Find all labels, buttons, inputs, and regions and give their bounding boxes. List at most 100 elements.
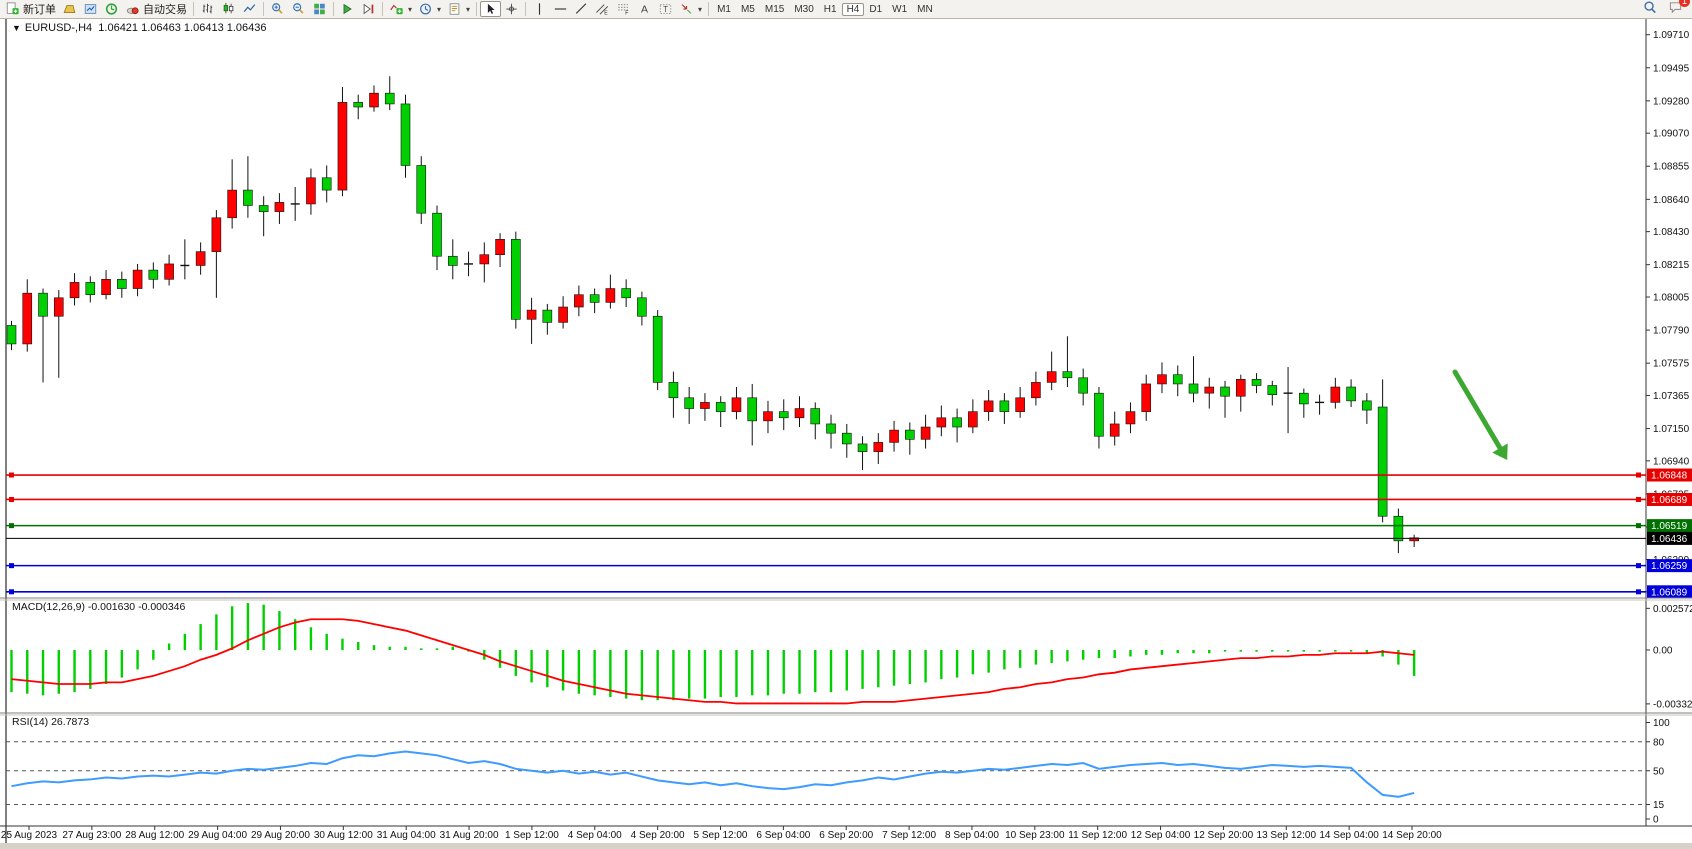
text-icon: A: [637, 2, 652, 16]
horizontal-line-button[interactable]: [550, 1, 571, 17]
date-axis-label: 27 Aug 23:00: [62, 830, 121, 841]
price-axis-label: 1.07150: [1653, 424, 1690, 435]
chevron-down-icon[interactable]: ▾: [437, 4, 442, 14]
line-right-handle[interactable]: [1636, 496, 1641, 502]
price-line-tag: [1647, 585, 1692, 599]
search-icon[interactable]: [1642, 0, 1658, 18]
candle-body: [321, 177, 332, 191]
zoom-in-icon: [270, 2, 285, 16]
line-right-handle[interactable]: [1636, 589, 1641, 595]
new-order-button[interactable]: 新订单: [2, 0, 59, 18]
svg-text:E: E: [604, 10, 608, 16]
candle-body: [38, 292, 48, 317]
price-line-tag-label: 1.06436: [1651, 534, 1688, 545]
auto-scroll-button[interactable]: [337, 1, 358, 17]
macd-signal-line: [11, 618, 1415, 705]
zoom-out-button[interactable]: [288, 1, 309, 17]
date-axis-label: 14 Sep 20:00: [1382, 830, 1442, 841]
candle-body: [1141, 383, 1152, 412]
line-right-handle[interactable]: [1636, 472, 1641, 478]
price-line-tag-label: 1.06089: [1651, 587, 1688, 598]
candle-body: [384, 92, 395, 105]
navigator-button[interactable]: [101, 1, 122, 17]
chevron-down-icon[interactable]: ▾: [408, 4, 413, 14]
price-axis-label: 1.07365: [1653, 391, 1690, 402]
tile-windows-icon: [312, 2, 327, 16]
timeframe-button-h1[interactable]: H1: [823, 3, 837, 15]
candle-body: [1393, 515, 1404, 542]
periods-button[interactable]: ▾: [415, 1, 444, 17]
notifications-button[interactable]: 1: [1668, 0, 1690, 18]
bar-chart-icon: [200, 2, 215, 16]
candle-body: [495, 239, 505, 256]
crosshair-button[interactable]: [501, 1, 522, 17]
fibonacci-button[interactable]: F: [613, 1, 634, 17]
line-left-handle[interactable]: [9, 563, 14, 569]
down-arrow-annotation[interactable]: [1452, 369, 1503, 451]
candle-body: [1046, 371, 1057, 383]
rsi-axis-label: 0: [1653, 815, 1659, 826]
candle-body: [826, 423, 836, 434]
candle-body: [1362, 400, 1372, 411]
date-axis-label: 14 Sep 04:00: [1319, 830, 1379, 841]
candle-body: [810, 408, 821, 425]
candle-body: [542, 309, 553, 323]
toolbar-separator: [382, 2, 383, 16]
text-label-button[interactable]: T: [655, 1, 676, 17]
chevron-down-icon[interactable]: ▾: [698, 4, 703, 14]
timeframe-button-mn[interactable]: MN: [917, 3, 933, 15]
text-button[interactable]: A: [634, 1, 655, 17]
line-chart-button[interactable]: [239, 1, 260, 17]
rsi-line: [11, 750, 1415, 798]
price-axis-label: 1.07790: [1653, 326, 1690, 337]
candle-body: [652, 315, 663, 383]
svg-text:T: T: [663, 5, 668, 14]
timeframe-button-m1[interactable]: M1: [717, 3, 731, 15]
trendline-button[interactable]: [571, 1, 592, 17]
channel-button[interactable]: E: [592, 1, 613, 17]
trendline-icon: [574, 2, 589, 16]
market-watch-button[interactable]: [80, 1, 101, 17]
cursor-button[interactable]: [480, 1, 502, 17]
date-axis-label: 28 Aug 12:00: [125, 830, 184, 841]
tile-windows-button[interactable]: [309, 1, 330, 17]
candle-body: [258, 205, 269, 212]
candle-body: [558, 306, 568, 323]
price-axis-label: 1.09495: [1653, 63, 1690, 74]
zoom-in-button[interactable]: [267, 1, 288, 17]
templates-button[interactable]: ▾: [444, 1, 473, 17]
indicators-button[interactable]: ▾: [386, 1, 415, 17]
candle-body: [715, 402, 726, 412]
price-line-tag-label: 1.06848: [1651, 471, 1688, 482]
bar-chart-button[interactable]: [197, 1, 218, 17]
chart-shift-button[interactable]: [358, 1, 379, 17]
line-left-handle[interactable]: [9, 496, 14, 502]
rsi-axis-label: 80: [1653, 737, 1665, 748]
timeframe-button-w1[interactable]: W1: [892, 3, 908, 15]
chevron-down-icon[interactable]: ▾: [466, 4, 471, 14]
auto-trading-button[interactable]: 自动交易: [122, 0, 190, 18]
timeframe-button-h4[interactable]: H4: [841, 2, 865, 16]
line-right-handle[interactable]: [1636, 523, 1641, 529]
timeframe-button-d1[interactable]: D1: [869, 3, 883, 15]
vertical-line-button[interactable]: [529, 1, 550, 17]
arrows-button[interactable]: ▾: [676, 1, 705, 17]
candlestick-chart-button[interactable]: [218, 1, 239, 17]
line-right-handle[interactable]: [1636, 563, 1641, 569]
timeframe-button-m5[interactable]: M5: [740, 3, 755, 15]
candle-body: [101, 279, 111, 296]
auto-trading-icon: [125, 2, 140, 16]
line-left-handle[interactable]: [9, 472, 14, 478]
date-axis-label: 25 Aug 2023: [1, 830, 58, 841]
chart-profiles-button[interactable]: [59, 1, 80, 17]
line-left-handle[interactable]: [9, 523, 14, 529]
toolbar-separator: [525, 2, 527, 16]
templates-icon: [447, 2, 462, 16]
timeframe-button-m30[interactable]: M30: [794, 3, 814, 15]
timeframe-button-m15[interactable]: M15: [764, 3, 785, 15]
chevron-down-icon[interactable]: ▼: [12, 23, 21, 33]
candle-body: [763, 411, 773, 422]
line-left-handle[interactable]: [9, 589, 14, 595]
window-bottom-edge: [0, 843, 1692, 849]
